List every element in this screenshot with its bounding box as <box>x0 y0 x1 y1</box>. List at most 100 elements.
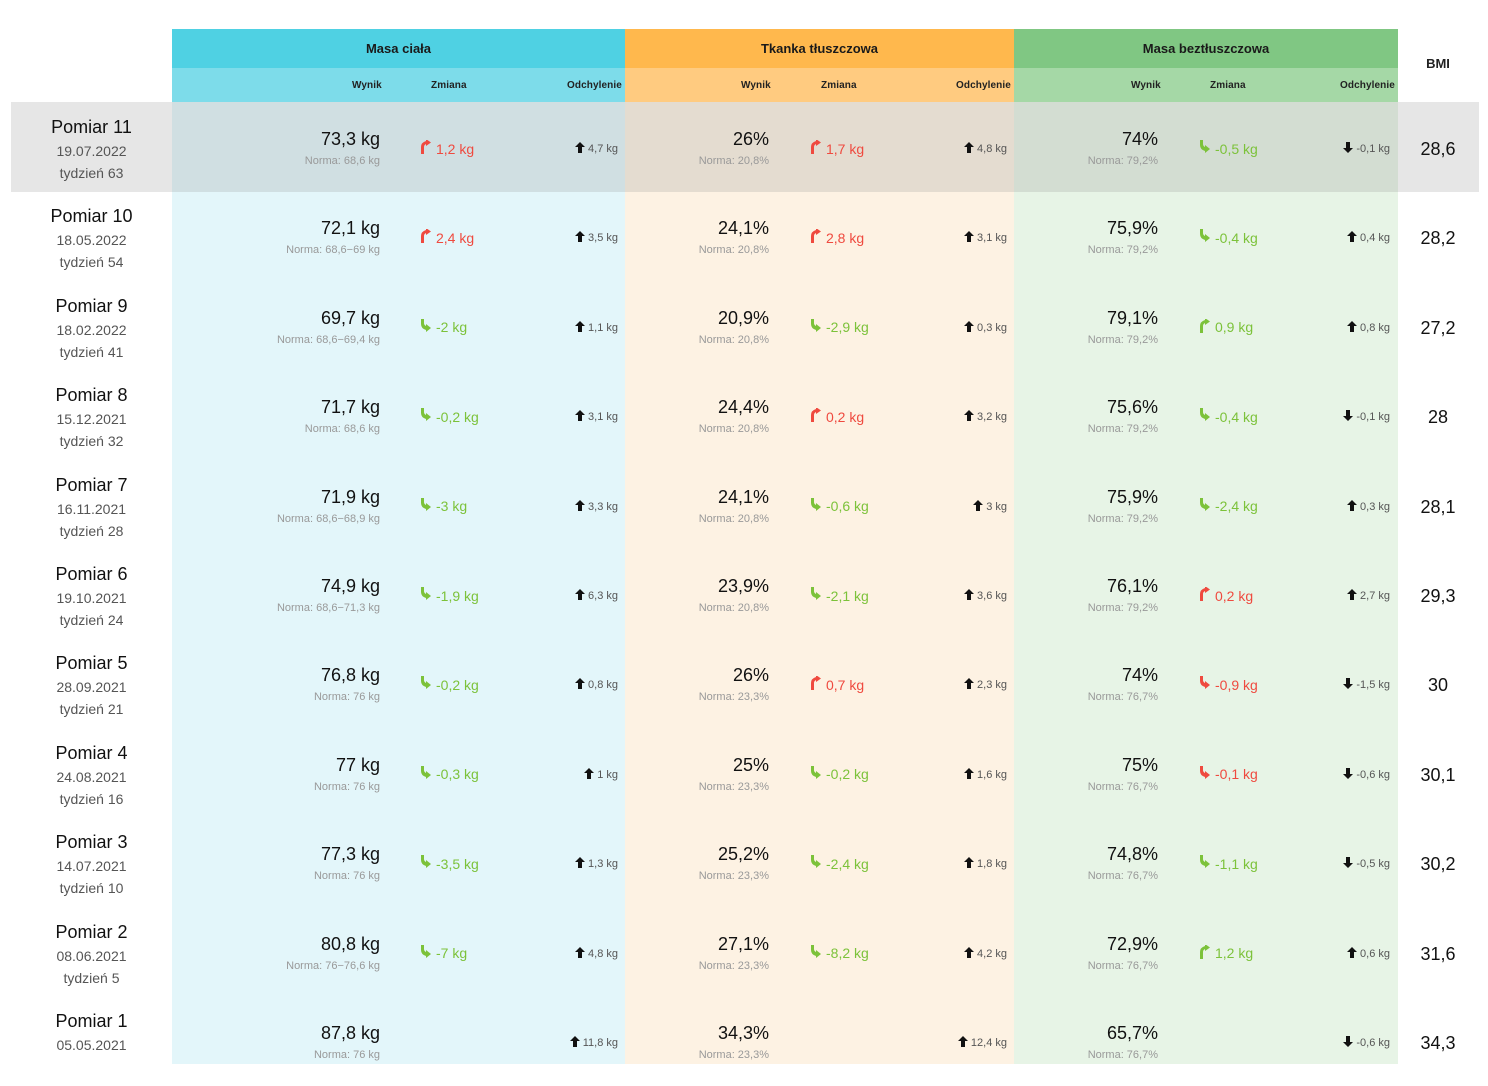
fat-deviation-value: 4,2 kg <box>977 947 1007 960</box>
mass-change: -2 kg <box>420 318 467 336</box>
measurement-title: Pomiar 7 <box>55 474 128 495</box>
fat-deviation-value: 3,6 kg <box>977 590 1007 602</box>
arrow-up-icon <box>964 767 975 782</box>
table-row[interactable]: Pomiar 7 16.11.2021 tydzień 28 71,9 kg Norma… <box>0 461 1488 550</box>
mass-deviation: 3,1 kg <box>540 410 618 424</box>
table-row[interactable]: Pomiar 3 14.07.2021 tydzień 10 77,3 kg Norma… <box>0 818 1488 907</box>
mass-deviation: 1,3 kg <box>540 857 618 871</box>
fat-change: -2,4 kg <box>810 855 869 872</box>
fat-change-value: 0,2 kg <box>826 408 865 425</box>
mass-deviation-value: 4,8 kg <box>588 947 618 960</box>
arrow-up-icon <box>973 499 984 514</box>
measurement-date: 18.05.2022 <box>56 232 127 249</box>
table-row[interactable]: Pomiar 8 15.12.2021 tydzień 32 71,7 kg Norma… <box>0 371 1488 460</box>
mass-result-value: 87,8 kg <box>320 1023 380 1043</box>
measurement-date: 18.02.2022 <box>56 321 127 338</box>
mass-norm: Norma: 68,6−69,4 kg <box>276 333 380 346</box>
header-bmi: BMI <box>1426 56 1450 71</box>
mass-deviation: 6,3 kg <box>540 589 618 603</box>
measurement-date: 14.07.2021 <box>56 858 127 875</box>
table-row[interactable]: Pomiar 11 19.07.2022 tydzień 63 73,3 kg Norm… <box>0 103 1488 192</box>
measurement-date: 19.07.2022 <box>56 143 127 159</box>
fat-norm: Norma: 20,8% <box>698 423 769 436</box>
lean-deviation-value: 0,3 kg <box>1360 500 1390 513</box>
fat-change: -2,9 kg <box>810 318 869 336</box>
mass-change-value: -0,2 kg <box>436 408 479 425</box>
measurement-week: tydzień 32 <box>59 433 124 450</box>
fat-norm: Norma: 23,3% <box>698 780 769 793</box>
arrow-up-icon <box>964 320 975 335</box>
header-lean-mass: Masa beztłuszczowa <box>1014 29 1398 68</box>
curved-arrow-down-icon <box>420 676 432 693</box>
arrow-down-icon <box>1343 857 1354 871</box>
curved-arrow-up-icon <box>810 228 822 246</box>
fat-result-value: 26% <box>732 665 769 686</box>
curved-arrow-up-icon <box>1199 586 1211 604</box>
mass-deviation-value: 4,7 kg <box>588 143 618 155</box>
fat-change: -2,1 kg <box>810 587 869 604</box>
lean-change-value: -0,5 kg <box>1215 140 1258 157</box>
table-row[interactable]: Pomiar 9 18.02.2022 tydzień 41 69,7 kg Norma… <box>0 282 1488 371</box>
lean-change: -0,5 kg <box>1199 140 1258 157</box>
mass-deviation-value: 0,8 kg <box>588 679 618 692</box>
curved-arrow-down-icon <box>810 855 822 872</box>
lean-deviation: -0,1 kg <box>1312 410 1390 424</box>
lean-deviation-value: -0,1 kg <box>1356 411 1390 424</box>
bmi-value: 28 <box>1427 407 1449 428</box>
curved-arrow-up-icon <box>1199 943 1211 962</box>
lean-result-value: 75,9% <box>1106 486 1158 507</box>
fat-deviation-value: 0,3 kg <box>977 321 1007 334</box>
arrow-up-icon <box>575 410 586 424</box>
arrow-down-icon <box>1343 678 1354 692</box>
mass-change: -0,2 kg <box>420 676 479 693</box>
mass-deviation-value: 1,1 kg <box>588 321 618 334</box>
lean-deviation-value: 0,4 kg <box>1360 232 1390 245</box>
mass-change-value: -3,5 kg <box>436 855 479 872</box>
lean-norm: Norma: 76,7% <box>1087 691 1158 704</box>
subheader-change: Zmiana <box>1210 80 1246 91</box>
lean-norm: Norma: 79,2% <box>1087 155 1158 167</box>
fat-norm: Norma: 23,3% <box>698 1049 769 1061</box>
table-row[interactable]: Pomiar 6 19.10.2021 tydzień 24 74,9 kg Norma… <box>0 550 1488 639</box>
fat-result-value: 20,9% <box>717 307 769 328</box>
lean-change: -0,4 kg <box>1199 408 1258 425</box>
header-fat-tissue: Tkanka tłuszczowa <box>625 29 1014 68</box>
table-row[interactable]: Pomiar 2 08.06.2021 tydzień 5 80,8 kg Norma:… <box>0 908 1488 997</box>
arrow-up-icon <box>575 589 586 603</box>
mass-deviation-value: 6,3 kg <box>588 590 618 602</box>
curved-arrow-down-icon <box>420 318 432 336</box>
measurement-title: Pomiar 8 <box>55 385 128 406</box>
lean-deviation-value: -0,6 kg <box>1356 1037 1390 1049</box>
mass-norm: Norma: 68,6−71,3 kg <box>276 602 380 614</box>
table-row[interactable]: Pomiar 10 18.05.2022 tydzień 54 72,1 kg Norm… <box>0 192 1488 281</box>
subheader-change: Zmiana <box>821 80 857 91</box>
curved-arrow-up-icon <box>420 228 432 246</box>
table-row[interactable]: Pomiar 5 28.09.2021 tydzień 21 76,8 kg Norma… <box>0 639 1488 728</box>
mass-result-value: 77,3 kg <box>320 844 380 865</box>
measurement-title: Pomiar 10 <box>50 206 133 227</box>
curved-arrow-up-icon <box>810 407 822 425</box>
mass-deviation-value: 1 kg <box>597 768 618 781</box>
lean-change: 0,9 kg <box>1199 317 1253 336</box>
fat-deviation: 3 kg <box>930 499 1007 514</box>
mass-change-value: -0,3 kg <box>436 766 479 783</box>
fat-norm: Norma: 20,8% <box>698 155 769 167</box>
table-row[interactable]: Pomiar 1 05.05.2021 87,8 kg Norma: 76 kg 11,… <box>0 997 1488 1086</box>
curved-arrow-down-icon <box>420 944 432 962</box>
fat-change-value: 2,8 kg <box>826 229 865 246</box>
arrow-up-icon <box>575 320 586 335</box>
fat-deviation: 4,8 kg <box>930 142 1007 156</box>
header-body-mass: Masa ciała <box>172 29 625 68</box>
subheader-deviation: Odchylenie <box>956 80 1011 91</box>
measurement-date: 05.05.2021 <box>56 1037 127 1053</box>
arrow-up-icon <box>1347 499 1358 514</box>
mass-result-value: 71,7 kg <box>320 397 380 418</box>
mass-deviation-value: 11,8 kg <box>582 1037 618 1049</box>
measurement-date: 15.12.2021 <box>56 411 127 428</box>
table-row[interactable]: Pomiar 4 24.08.2021 tydzień 16 77 kg Norma: … <box>0 729 1488 818</box>
measurement-date: 16.11.2021 <box>56 500 127 517</box>
mass-norm: Norma: 68,6−69 kg <box>286 244 380 257</box>
selected-row-highlight <box>11 102 1479 192</box>
mass-change-value: 2,4 kg <box>436 229 475 246</box>
curved-arrow-down-icon <box>1199 497 1211 515</box>
